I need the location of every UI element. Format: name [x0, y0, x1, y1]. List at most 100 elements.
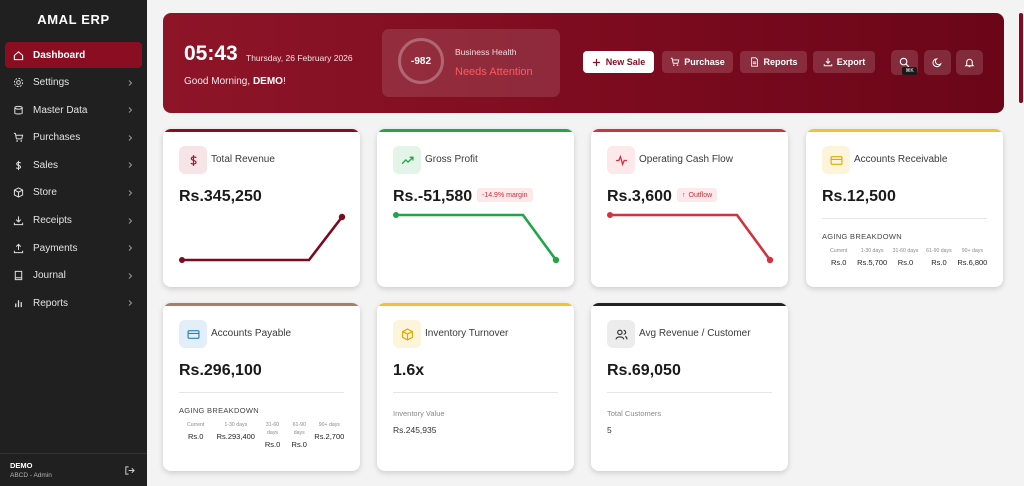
card-accent: [591, 129, 788, 132]
export-label: Export: [836, 57, 866, 67]
purchase-button[interactable]: Purchase: [662, 51, 733, 73]
chevron-right-icon: [128, 190, 133, 196]
aging-label: 90+ days: [318, 422, 340, 428]
card-title: Accounts Payable: [211, 328, 292, 339]
users-icon: [607, 320, 635, 348]
sidebar-item-label: Master Data: [33, 104, 88, 116]
business-health-panel[interactable]: -982 Business Health Needs Attention: [382, 29, 560, 97]
chevron-right-icon: [128, 245, 133, 252]
revenue-sparkline: [179, 213, 346, 263]
aging-label: 1-30 days: [224, 422, 248, 428]
card-accent: [377, 129, 574, 132]
aging-value: Rs.2,700: [314, 432, 345, 441]
aging-value: Rs.0: [187, 432, 204, 441]
bell-icon: [964, 58, 975, 68]
cart-icon: [670, 57, 680, 67]
sidebar-item-journal[interactable]: Journal: [5, 263, 142, 289]
aging-bucket: Current Rs.0: [179, 421, 212, 449]
aging-bucket: 31-60 days Rs.0: [889, 247, 922, 267]
card-accent: [163, 303, 360, 306]
export-button[interactable]: Export: [813, 51, 875, 73]
notifications-button[interactable]: [956, 50, 983, 75]
purchase-label: Purchase: [684, 57, 725, 67]
card-value: Rs.69,050: [607, 362, 681, 379]
sidebar-item-dashboard[interactable]: Dashboard: [5, 42, 142, 68]
card-value: Rs.345,250: [179, 188, 262, 205]
sidebar-item-label: Dashboard: [33, 49, 86, 61]
user-role: ABCD - Admin: [10, 472, 52, 479]
card-title: Avg Revenue / Customer: [639, 328, 751, 339]
sidebar-item-reports[interactable]: Reports: [5, 290, 142, 316]
profit-sparkline: [393, 212, 560, 264]
reports-label: Reports: [763, 57, 798, 67]
aging-value: Rs.5,700: [857, 258, 888, 267]
theme-toggle-button[interactable]: [924, 50, 951, 75]
greeting-suffix: !: [282, 76, 286, 87]
sidebar: AMAL ERP Dashboard Settings Master Data …: [0, 0, 147, 486]
home-icon: [12, 49, 25, 62]
aging-label: Current: [830, 248, 848, 254]
credit-card-icon: [822, 146, 850, 174]
inventory-value-label: Inventory Value: [393, 409, 445, 418]
chevron-right-icon: [128, 272, 133, 279]
chevron-right-icon: [128, 300, 133, 307]
sidebar-item-label: Purchases: [33, 132, 81, 144]
card-title: Inventory Turnover: [425, 328, 509, 339]
aging-title: AGING BREAKDOWN: [822, 232, 902, 241]
new-sale-button[interactable]: New Sale: [583, 51, 654, 73]
chevron-right-icon: [128, 134, 133, 141]
gross-profit-card[interactable]: Gross Profit Rs.-51,580 -14.9% margin: [377, 129, 574, 287]
aging-bucket: 1-30 days Rs.5,700: [855, 247, 888, 267]
sidebar-item-receipts[interactable]: Receipts: [5, 208, 142, 234]
aging-value: Rs.0: [931, 258, 947, 267]
card-title: Accounts Receivable: [854, 154, 948, 165]
card-value: Rs.296,100: [179, 362, 262, 379]
moon-icon: [932, 58, 942, 68]
current-date: Thursday, 26 February 2026: [246, 53, 353, 63]
sidebar-item-store[interactable]: Store: [5, 180, 142, 206]
margin-badge: -14.9% margin: [477, 188, 533, 202]
new-sale-label: New Sale: [605, 57, 646, 67]
card-divider: [607, 392, 772, 393]
greeting: Good Morning, DEMO!: [184, 76, 286, 87]
sidebar-nav: Dashboard Settings Master Data Purchases…: [0, 38, 147, 316]
sidebar-item-sales[interactable]: Sales: [5, 152, 142, 178]
card-title: Operating Cash Flow: [639, 154, 733, 165]
reports-button[interactable]: Reports: [740, 51, 807, 73]
package-icon: [393, 320, 421, 348]
aging-bucket: 90+ days Rs.2,700: [313, 421, 346, 449]
aging-bucket: 31-60 days Rs.0: [259, 421, 286, 449]
sidebar-item-label: Store: [33, 187, 57, 199]
plus-icon: [592, 57, 602, 67]
logout-icon[interactable]: [124, 465, 135, 476]
aging-breakdown: Current Rs.0 1-30 days Rs.293,400 31-60 da…: [179, 421, 346, 449]
sidebar-item-label: Settings: [33, 77, 70, 89]
sidebar-item-label: Reports: [33, 297, 69, 309]
avg-revenue-customer-card[interactable]: Avg Revenue / Customer Rs.69,050 Total C…: [591, 303, 788, 471]
total-revenue-card[interactable]: Total Revenue Rs.345,250: [163, 129, 360, 287]
dollar-icon: [12, 159, 25, 172]
sidebar-item-settings[interactable]: Settings: [5, 70, 142, 96]
total-customers-value: 5: [607, 425, 612, 435]
accounts-payable-card[interactable]: Accounts Payable Rs.296,100 AGING BREAKD…: [163, 303, 360, 471]
sidebar-item-purchases[interactable]: Purchases: [5, 125, 142, 151]
card-divider: [822, 218, 987, 219]
aging-value: Rs.6,800: [957, 258, 988, 267]
box-icon: [12, 186, 25, 199]
card-divider: [179, 392, 344, 393]
sidebar-item-payments[interactable]: Payments: [5, 235, 142, 261]
header-banner: 05:43 Thursday, 26 February 2026 Good Mo…: [163, 13, 1004, 113]
inventory-turnover-card[interactable]: Inventory Turnover 1.6x Inventory Value …: [377, 303, 574, 471]
greeting-username: DEMO: [252, 76, 283, 87]
outflow-badge: ↑ Outflow: [677, 188, 718, 202]
operating-cash-flow-card[interactable]: Operating Cash Flow Rs.3,600 ↑ Outflow: [591, 129, 788, 287]
accounts-receivable-card[interactable]: Accounts Receivable Rs.12,500 AGING BREA…: [806, 129, 1003, 287]
scrollbar[interactable]: [1019, 13, 1023, 103]
aging-value: Rs.0: [830, 258, 847, 267]
health-label: Business Health: [455, 47, 517, 57]
aging-label: 31-60 days: [265, 422, 280, 436]
sidebar-item-master-data[interactable]: Master Data: [5, 97, 142, 123]
aging-bucket: 1-30 days Rs.293,400: [212, 421, 259, 449]
aging-bucket: 90+ days Rs.6,800: [956, 247, 989, 267]
aging-value: Rs.0: [897, 258, 914, 267]
